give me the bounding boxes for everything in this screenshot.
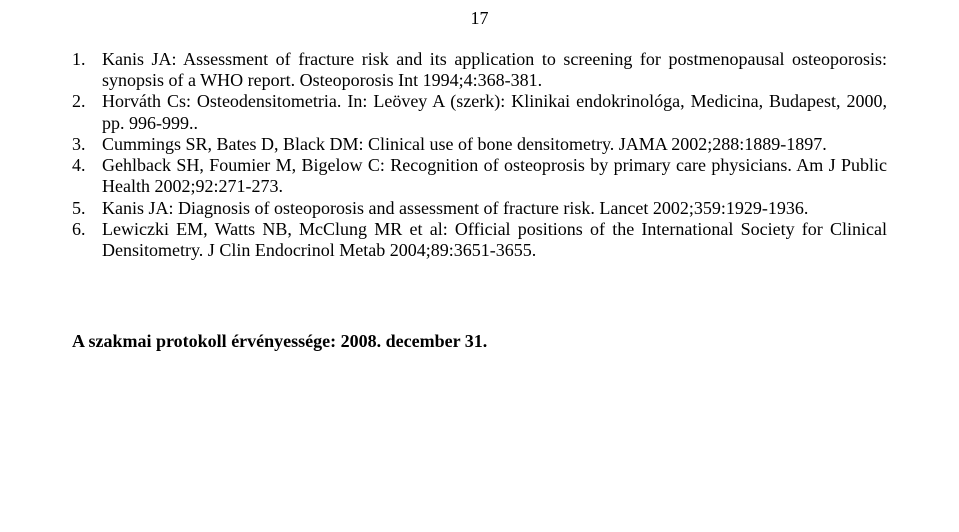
page-number: 17 xyxy=(72,8,887,29)
reference-number: 1. xyxy=(72,49,102,91)
reference-number: 4. xyxy=(72,155,102,197)
reference-text: Kanis JA: Diagnosis of osteoporosis and … xyxy=(102,198,887,219)
reference-item: 1. Kanis JA: Assessment of fracture risk… xyxy=(72,49,887,91)
footer-validity: A szakmai protokoll érvényessége: 2008. … xyxy=(72,331,887,352)
reference-number: 6. xyxy=(72,219,102,261)
reference-text: Lewiczki EM, Watts NB, McClung MR et al:… xyxy=(102,219,887,261)
reference-text: Gehlback SH, Foumier M, Bigelow C: Recog… xyxy=(102,155,887,197)
reference-number: 3. xyxy=(72,134,102,155)
reference-item: 3. Cummings SR, Bates D, Black DM: Clini… xyxy=(72,134,887,155)
document-page: 17 1. Kanis JA: Assessment of fracture r… xyxy=(0,0,959,352)
reference-text: Horváth Cs: Osteodensitometria. In: Leöv… xyxy=(102,91,887,133)
reference-item: 6. Lewiczki EM, Watts NB, McClung MR et … xyxy=(72,219,887,261)
reference-number: 5. xyxy=(72,198,102,219)
reference-text: Kanis JA: Assessment of fracture risk an… xyxy=(102,49,887,91)
reference-text: Cummings SR, Bates D, Black DM: Clinical… xyxy=(102,134,887,155)
reference-item: 4. Gehlback SH, Foumier M, Bigelow C: Re… xyxy=(72,155,887,197)
reference-number: 2. xyxy=(72,91,102,133)
reference-item: 5. Kanis JA: Diagnosis of osteoporosis a… xyxy=(72,198,887,219)
reference-item: 2. Horváth Cs: Osteodensitometria. In: L… xyxy=(72,91,887,133)
reference-list: 1. Kanis JA: Assessment of fracture risk… xyxy=(72,49,887,261)
